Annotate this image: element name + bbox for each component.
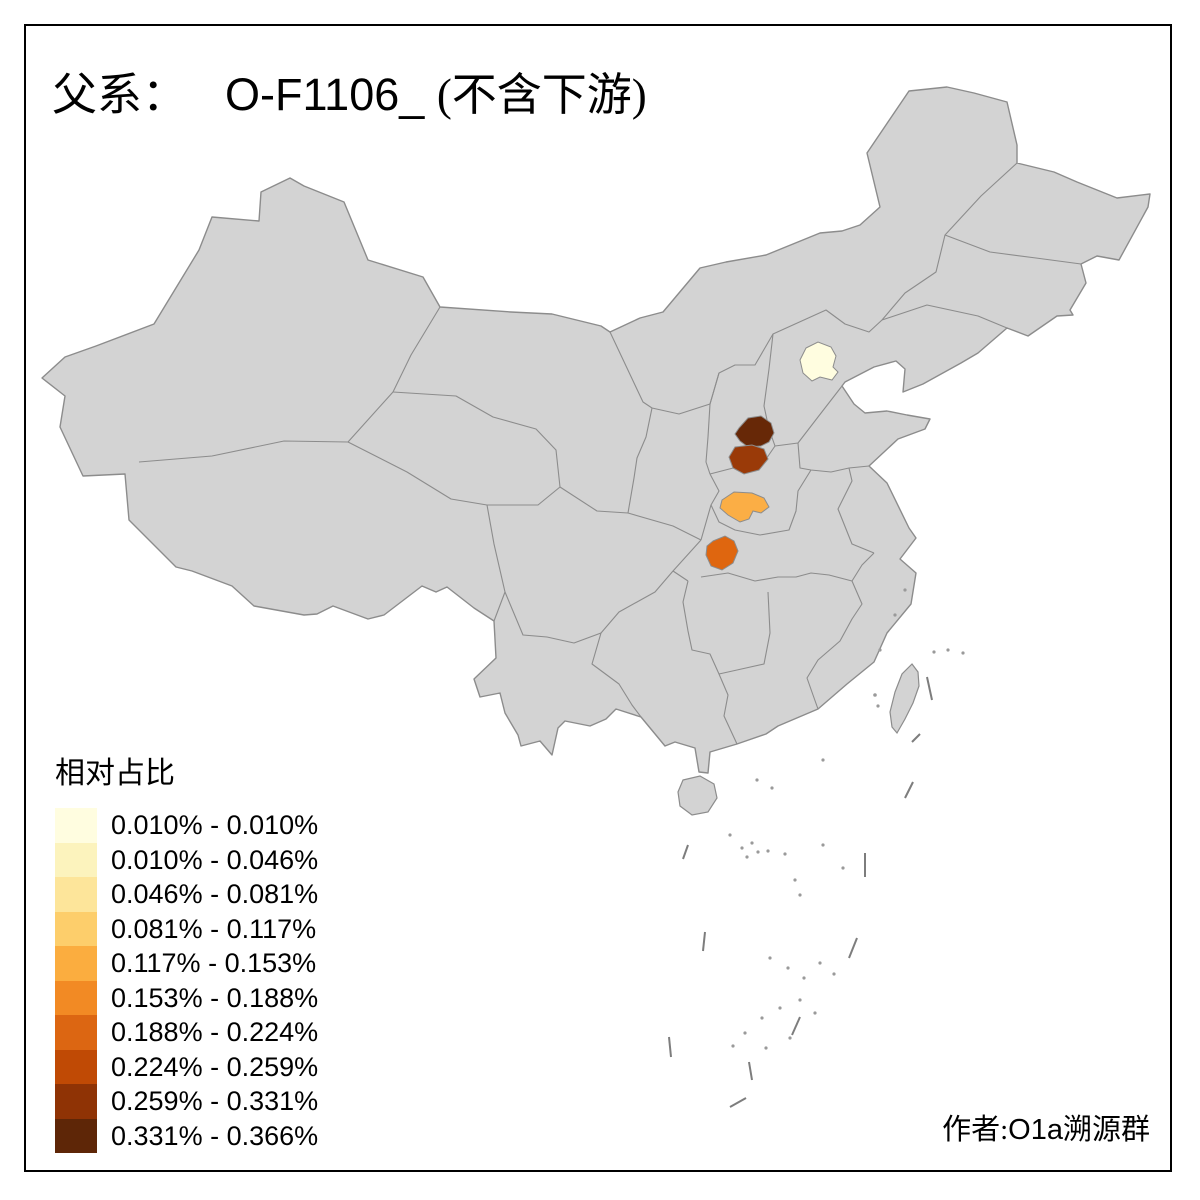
legend-row: 0.331% - 0.366% [55, 1118, 319, 1153]
small-islands [728, 588, 965, 1050]
legend-range-label: 0.224% - 0.259% [111, 1051, 319, 1082]
legend-range-label: 0.331% - 0.366% [111, 1120, 319, 1151]
legend: 相对占比 0.010% - 0.010% 0.010% - 0.046% 0.046… [55, 748, 318, 1153]
region-yuncheng-area [728, 444, 769, 475]
page-title: 父系： O-F1106_ (不含下游) [52, 58, 647, 123]
legend-range-label: 0.153% - 0.188% [111, 982, 319, 1013]
attribution-group: O1a溯源群 [1008, 1114, 1150, 1146]
legend-range-label: 0.081% - 0.117% [111, 913, 317, 944]
title-haplogroup: O-F1106_ [225, 69, 425, 120]
legend-swatch-8 [55, 1049, 97, 1084]
legend-swatch-2 [55, 842, 97, 877]
china-mainland [41, 86, 1151, 774]
legend-swatch-3 [55, 877, 97, 912]
legend-range-label: 0.259% - 0.331% [111, 1086, 319, 1116]
legend-swatch-9 [55, 1084, 97, 1119]
region-shiyan-area [705, 535, 739, 571]
legend-range-label: 0.010% - 0.010% [111, 810, 319, 840]
legend-swatch-4 [55, 911, 97, 946]
nine-dash-line [668, 676, 933, 1108]
highlighted-regions [705, 341, 839, 571]
legend-title: 相对占比 [55, 757, 175, 790]
title-prefix: 父系： [52, 70, 188, 120]
legend-rows: 0.010% - 0.010% 0.010% - 0.046% 0.046% - 0… [55, 808, 318, 1153]
legend-row: 0.081% - 0.117% [55, 911, 318, 946]
legend-swatch-6 [55, 980, 97, 1015]
title-suffix: (不含下游) [436, 70, 647, 120]
legend-swatch-1 [55, 808, 97, 843]
legend-row: 0.010% - 0.010% [55, 808, 318, 843]
legend-row: 0.153% - 0.188% [55, 980, 319, 1015]
region-beijing-area [799, 341, 839, 382]
legend-swatch-7 [55, 1015, 97, 1050]
region-sanmenxia-area [719, 491, 770, 523]
legend-row: 0.224% - 0.259% [55, 1049, 319, 1084]
legend-row: 0.117% - 0.153% [55, 946, 318, 981]
hainan-island [677, 775, 718, 816]
legend-row: 0.259% - 0.331% [55, 1084, 318, 1119]
legend-row: 0.188% - 0.224% [55, 1015, 318, 1050]
islands [677, 663, 920, 816]
legend-range-label: 0.117% - 0.153% [111, 948, 317, 978]
attribution: 作者:O1a溯源群 [942, 1106, 1150, 1148]
legend-range-label: 0.046% - 0.081% [111, 879, 319, 909]
legend-row: 0.010% - 0.046% [55, 842, 319, 877]
region-linfen-area [734, 415, 775, 448]
taiwan-island [889, 663, 920, 735]
legend-swatch-10 [55, 1118, 97, 1153]
legend-range-label: 0.010% - 0.046% [111, 844, 319, 875]
legend-row: 0.046% - 0.081% [55, 877, 318, 912]
legend-range-label: 0.188% - 0.224% [111, 1017, 319, 1047]
attribution-prefix: 作者: [942, 1114, 1009, 1146]
legend-swatch-5 [55, 946, 97, 981]
plot-frame [24, 24, 1172, 1172]
